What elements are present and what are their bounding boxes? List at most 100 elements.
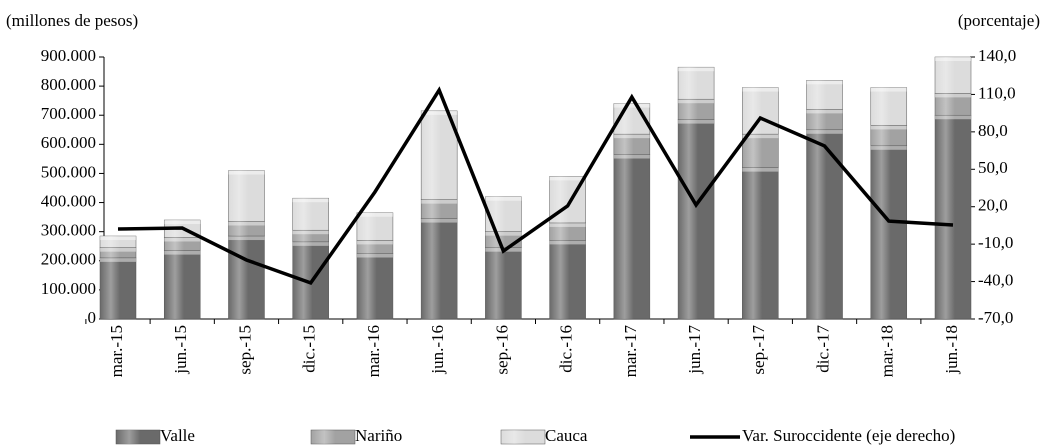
y-tick-label: 200.000 (41, 250, 96, 269)
bar-cap (549, 222, 586, 227)
x-tick-label: dic.-16 (557, 325, 576, 373)
bar-cap (935, 93, 971, 98)
x-tick-label: mar.-18 (878, 325, 897, 377)
y2-tick-label: -40,0 (978, 270, 1013, 289)
x-tick-label: sep.-16 (492, 325, 511, 375)
bar-cap (100, 257, 136, 262)
bar-shine (678, 67, 715, 100)
bar-shine (292, 230, 329, 242)
y2-tick-label: 20,0 (978, 196, 1008, 215)
bar-cap (678, 99, 715, 104)
legend-key-shine (311, 430, 355, 444)
bar-shine (678, 119, 715, 319)
bar-shine (164, 237, 201, 251)
bar-cap (292, 241, 329, 246)
bar-cap (742, 167, 779, 172)
bar-shine (549, 240, 586, 319)
bar-shine (613, 154, 650, 319)
bar-cap (292, 230, 329, 235)
legend-label: Nariño (355, 426, 402, 445)
y-tick-label: 500.000 (41, 162, 96, 181)
bar-shine (742, 134, 779, 168)
legend-label: Cauca (545, 426, 588, 445)
x-tick-label: sep.-17 (749, 325, 768, 375)
x-tick-label: sep.-15 (235, 325, 254, 375)
bar-shine (935, 93, 971, 116)
bar-shine (742, 167, 779, 319)
y2-tick-label: -70,0 (978, 308, 1013, 327)
bar-cap (485, 231, 522, 236)
bar-cap (678, 67, 715, 72)
bar-cap (228, 236, 265, 241)
bar-shine (421, 199, 458, 219)
bar-shine (485, 247, 522, 319)
bar-cap (935, 115, 971, 120)
x-tick-label: jun.-17 (685, 325, 704, 375)
bar-cap (613, 103, 650, 108)
bar-shine (870, 125, 907, 146)
y-tick-label: 600.000 (41, 133, 96, 152)
x-tick-label: mar.-15 (107, 325, 126, 377)
y-axis-title: (millones de pesos) (6, 11, 138, 30)
y2-tick-label: -10,0 (978, 233, 1013, 252)
bar-shine (549, 222, 586, 241)
legend-label: Valle (160, 426, 195, 445)
bar-cap (870, 125, 907, 130)
bar-shine (613, 134, 650, 155)
bar-shine (100, 257, 136, 319)
bar-shine (678, 99, 715, 120)
bar-shine (870, 145, 907, 319)
bar-cap (613, 154, 650, 159)
bar-shine (356, 253, 393, 319)
bar-cap (485, 196, 522, 201)
bar-shine (356, 240, 393, 254)
bar-cap (806, 109, 843, 114)
bar-cap (164, 220, 201, 225)
bar-cap (806, 80, 843, 85)
bar-cap (742, 87, 779, 92)
bar-cap (100, 247, 136, 252)
bar-cap (421, 199, 458, 204)
bar-shine (228, 170, 265, 222)
bar-shine (421, 218, 458, 319)
x-tick-label: jun.-15 (171, 325, 190, 375)
bar-cap (806, 129, 843, 134)
bar-cap (870, 145, 907, 150)
y-tick-label: 100.000 (41, 279, 96, 298)
bar-cap (292, 198, 329, 203)
bar-cap (678, 119, 715, 124)
legend-label: Var. Suroccidente (eje derecho) (742, 426, 955, 445)
bar-shine (935, 57, 971, 94)
y-tick-label: 700.000 (41, 104, 96, 123)
bar-cap (421, 218, 458, 223)
legend-key-shine (116, 430, 160, 444)
y2-tick-label: 140,0 (978, 46, 1016, 65)
legend-key-shine (501, 430, 545, 444)
line (117, 86, 954, 286)
bar-cap (100, 236, 136, 241)
bar-cap (421, 110, 458, 115)
bar-shine (100, 247, 136, 258)
x-tick-label: dic.-15 (300, 325, 319, 373)
bar-shine (935, 115, 971, 319)
bar-cap (870, 87, 907, 92)
bar-shine (164, 250, 201, 319)
bar-cap (549, 240, 586, 245)
x-tick-label: jun.-16 (428, 325, 447, 375)
bar-cap (164, 237, 201, 242)
bar-cap (356, 212, 393, 217)
y2-tick-label: 80,0 (978, 121, 1008, 140)
bar-shine (870, 87, 907, 126)
bar-shine (421, 110, 458, 200)
y-tick-label: 300.000 (41, 221, 96, 240)
bar-shine (292, 198, 329, 231)
y2-axis-title: (porcentaje) (958, 11, 1040, 30)
y-tick-label: 400.000 (41, 191, 96, 210)
bar-shine (228, 221, 265, 237)
x-tick-label: jun.-18 (942, 325, 961, 375)
bar-cap (742, 134, 779, 139)
y-tick-label: 0 (88, 308, 97, 327)
x-tick-label: mar.-16 (364, 325, 383, 377)
x-tick-label: mar.-17 (621, 325, 640, 378)
